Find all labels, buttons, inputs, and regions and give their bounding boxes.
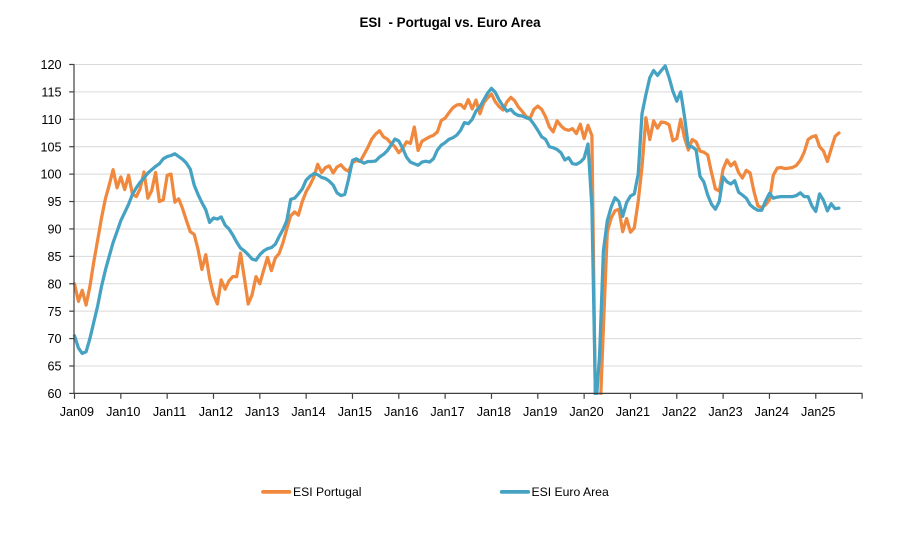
svg-text:Jan21: Jan21 xyxy=(616,405,650,419)
svg-text:80: 80 xyxy=(47,277,61,291)
svg-text:Jan22: Jan22 xyxy=(662,405,696,419)
svg-text:Jan19: Jan19 xyxy=(523,405,557,419)
svg-text:Jan25: Jan25 xyxy=(801,405,835,419)
svg-text:Jan18: Jan18 xyxy=(477,405,511,419)
svg-text:60: 60 xyxy=(47,387,61,401)
svg-text:Jan15: Jan15 xyxy=(338,405,372,419)
svg-text:90: 90 xyxy=(47,223,61,237)
svg-text:100: 100 xyxy=(40,168,61,182)
svg-text:115: 115 xyxy=(41,86,61,100)
svg-text:95: 95 xyxy=(47,195,61,209)
svg-text:85: 85 xyxy=(47,250,61,264)
svg-text:Jan20: Jan20 xyxy=(569,405,603,419)
svg-text:Jan14: Jan14 xyxy=(291,405,325,419)
svg-text:75: 75 xyxy=(47,305,61,319)
svg-text:70: 70 xyxy=(47,332,61,346)
svg-text:Jan11: Jan11 xyxy=(153,405,186,419)
svg-text:Jan13: Jan13 xyxy=(245,405,279,419)
svg-text:Jan17: Jan17 xyxy=(430,405,464,419)
svg-text:Jan16: Jan16 xyxy=(384,405,418,419)
svg-text:110: 110 xyxy=(41,113,61,127)
svg-text:Jan24: Jan24 xyxy=(755,405,789,419)
svg-text:ESI Portugal: ESI Portugal xyxy=(293,485,361,499)
svg-text:Jan12: Jan12 xyxy=(199,405,233,419)
svg-text:120: 120 xyxy=(40,58,61,72)
svg-text:65: 65 xyxy=(47,360,61,374)
svg-text:Jan09: Jan09 xyxy=(60,405,94,419)
svg-text:ESI Euro Area: ESI Euro Area xyxy=(532,485,609,499)
svg-text:105: 105 xyxy=(40,140,61,154)
svg-text:Jan10: Jan10 xyxy=(106,405,140,419)
svg-text:Jan23: Jan23 xyxy=(708,405,742,419)
svg-text:ESI - Portugal vs. Euro Area: ESI - Portugal vs. Euro Area xyxy=(359,15,541,30)
